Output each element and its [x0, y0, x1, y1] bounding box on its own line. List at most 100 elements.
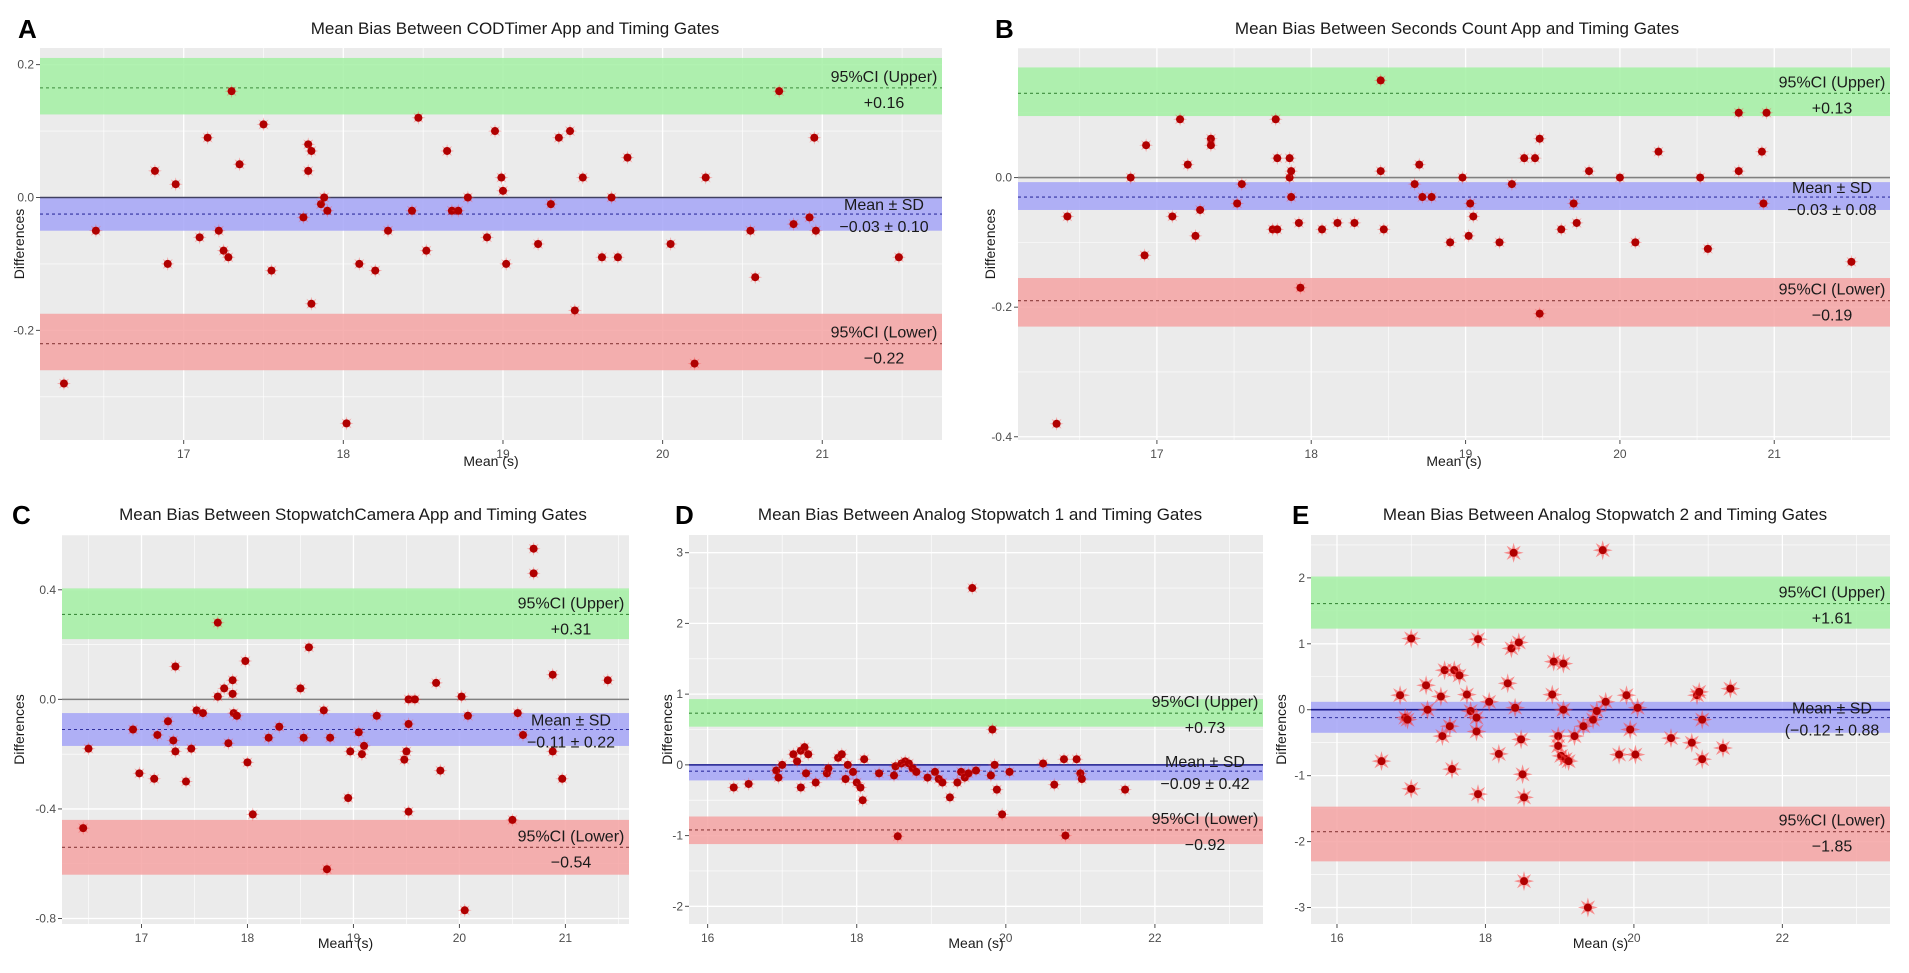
data-point — [801, 747, 816, 762]
x-tick-label: 20 — [453, 931, 467, 945]
data-point — [1139, 138, 1154, 153]
data-point — [555, 771, 570, 786]
y-tick-label: -0.2 — [991, 300, 1012, 314]
data-point — [238, 654, 253, 668]
data-point — [1282, 151, 1297, 166]
panel-d: 95%CI (Upper) +0.73 Mean ± SD −0.09 ± 0.42 9… — [659, 500, 1263, 951]
data-point — [698, 170, 713, 185]
data-point — [1268, 112, 1283, 127]
data-point — [545, 667, 560, 682]
data-point — [381, 223, 395, 238]
data-point — [516, 728, 530, 742]
data-point — [1514, 871, 1534, 892]
data-point — [857, 752, 872, 767]
data-point — [1612, 170, 1627, 185]
mean-sd-value: −0.09 ± 0.42 — [1160, 776, 1249, 793]
data-point — [168, 177, 183, 192]
data-point — [256, 117, 271, 132]
panel-e: 95%CI (Upper) +1.61 Mean ± SD (−0.12 ± 0.88… — [1273, 500, 1890, 951]
data-point — [1315, 222, 1329, 237]
data-point — [210, 615, 225, 630]
data-point — [354, 747, 369, 762]
data-point — [1577, 897, 1598, 918]
data-point — [460, 190, 475, 205]
data-point — [808, 775, 823, 790]
data-point — [786, 217, 801, 232]
data-point — [184, 741, 199, 756]
data-point — [1443, 235, 1458, 250]
panel-a: 95%CI (Upper) +0.16 Mean ± SD −0.03 ± 0.10 9… — [11, 14, 942, 469]
data-point — [488, 124, 502, 139]
data-point — [505, 812, 520, 827]
lower-loa-title: 95%CI (Lower) — [1779, 813, 1886, 830]
data-point — [920, 770, 935, 785]
data-point — [1284, 164, 1299, 179]
y-tick-label: 1 — [676, 687, 683, 701]
y-tick-label: -0.2 — [13, 323, 34, 337]
x-tick-label: 18 — [337, 447, 351, 461]
upper-loa-band — [1311, 576, 1890, 629]
panel-title: Mean Bias Between StopwatchCamera App an… — [119, 505, 587, 524]
data-point — [126, 722, 140, 737]
data-point — [1731, 164, 1746, 179]
lower-loa-value: −0.22 — [864, 351, 905, 368]
data-point — [56, 376, 71, 391]
y-tick-label: 0.2 — [17, 58, 34, 72]
x-tick-label: 20 — [999, 931, 1013, 945]
data-point — [1558, 751, 1579, 772]
data-point — [225, 673, 240, 688]
lower-loa-value: −0.54 — [551, 854, 592, 871]
data-point — [743, 223, 758, 238]
data-point — [192, 230, 207, 245]
mean-sd-value: −0.03 ± 0.08 — [1787, 202, 1876, 219]
data-point — [969, 763, 983, 778]
data-point — [161, 714, 175, 729]
data-point — [543, 197, 558, 212]
data-point — [935, 775, 950, 790]
mean-sd-value: −0.11 ± 0.22 — [527, 735, 615, 752]
mean-sd-title: Mean ± SD — [1792, 180, 1872, 197]
y-tick-label: 0.0 — [995, 171, 1012, 185]
data-point — [451, 203, 466, 218]
data-point — [444, 203, 459, 218]
data-point — [352, 256, 367, 271]
data-point — [1844, 254, 1859, 269]
data-point — [496, 183, 510, 198]
lower-loa-title: 95%CI (Lower) — [831, 325, 938, 342]
lower-loa-title: 95%CI (Lower) — [1152, 811, 1259, 828]
upper-loa-title: 95%CI (Upper) — [1779, 585, 1886, 602]
data-point — [1373, 164, 1388, 179]
lower-loa-band — [1311, 806, 1890, 862]
data-point — [1137, 248, 1152, 263]
data-point — [1330, 215, 1345, 230]
lower-loa-band — [689, 816, 1263, 845]
data-point — [429, 675, 444, 690]
data-point — [81, 741, 96, 756]
data-point — [304, 144, 319, 158]
y-tick-label: -0.8 — [35, 912, 56, 926]
data-point — [147, 771, 162, 786]
data-point — [1173, 112, 1188, 127]
data-point — [1424, 190, 1439, 204]
lower-loa-title: 95%CI (Lower) — [1779, 282, 1886, 299]
data-point — [1466, 721, 1487, 742]
data-point — [351, 725, 366, 740]
data-point — [1731, 105, 1746, 120]
data-point — [807, 130, 822, 145]
data-point — [1569, 215, 1584, 230]
upper-loa-band — [62, 588, 629, 640]
data-point — [168, 659, 183, 674]
data-point — [1284, 190, 1299, 204]
x-tick-label: 17 — [177, 447, 191, 461]
data-point — [341, 791, 356, 805]
data-point — [595, 250, 609, 265]
data-point — [1756, 196, 1771, 211]
upper-loa-band — [1018, 67, 1890, 117]
data-point — [838, 772, 853, 786]
data-point — [224, 84, 239, 99]
panel-letter: B — [995, 14, 1014, 44]
data-point — [1049, 416, 1064, 431]
y-tick-label: -2 — [672, 899, 683, 913]
data-point — [1347, 215, 1362, 230]
data-point — [1700, 241, 1715, 256]
